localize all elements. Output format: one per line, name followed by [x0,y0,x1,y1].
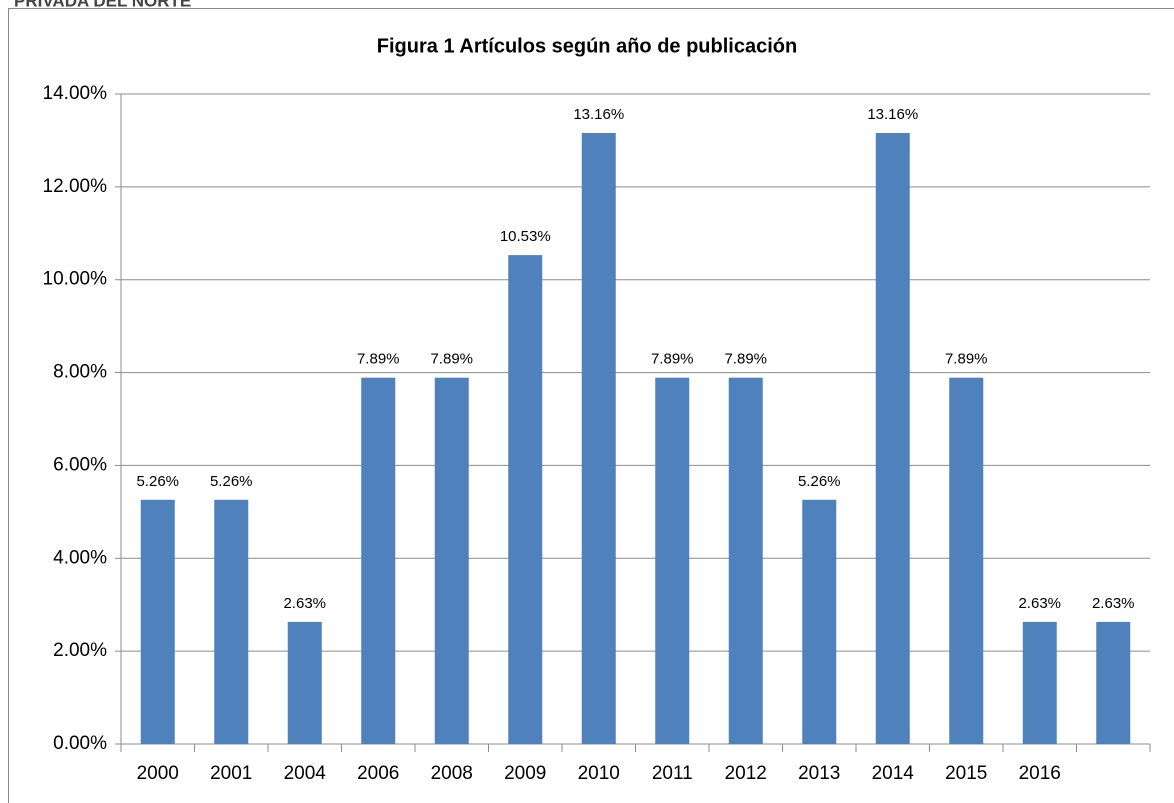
y-tick-label: 10.00% [43,269,108,290]
x-tick-label: 2001 [210,763,252,784]
bar [581,133,616,744]
value-label: 7.89% [430,351,473,368]
y-tick-label: 0.00% [53,733,107,754]
bar [214,499,249,744]
x-tick-label: 2006 [357,763,399,784]
value-label: 2.63% [283,595,326,612]
y-tick-label: 12.00% [43,176,108,197]
bar [655,377,690,744]
x-tick-label: 2010 [578,763,620,784]
value-label: 2.63% [1018,595,1061,612]
y-tick-label: 4.00% [53,547,107,568]
x-tick-label: 2016 [1019,763,1061,784]
bar [287,621,322,744]
x-tick-label: 2011 [652,763,693,784]
value-label: 13.16% [867,106,918,123]
value-label: 2.63% [1092,595,1135,612]
value-label: 5.26% [210,473,253,490]
value-label: 7.89% [724,351,767,368]
value-label: 10.53% [500,228,551,245]
value-label: 7.89% [651,351,694,368]
bar [434,377,469,744]
y-tick-label: 2.00% [53,640,107,661]
x-tick-label: 2015 [945,763,987,784]
bar [728,377,763,744]
y-tick-label: 6.00% [53,454,107,475]
bar [875,133,910,744]
value-label: 13.16% [573,106,624,123]
bar [508,255,543,744]
chart-title: Figura 1 Artículos según año de publicac… [377,35,797,57]
bar [361,377,396,744]
header-text: PRIVADA DEL NORTE [14,0,191,10]
bar [1096,621,1131,744]
value-label: 7.89% [945,351,988,368]
x-tick-label: 2009 [504,763,546,784]
value-label: 7.89% [357,351,400,368]
bar [140,499,175,744]
x-tick-label: 2013 [798,763,840,784]
value-label: 5.26% [798,473,841,490]
value-label: 5.26% [136,473,179,490]
bar [1022,621,1057,744]
y-tick-label: 14.00% [43,83,108,104]
x-tick-label: 2008 [431,763,473,784]
x-tick-label: 2004 [284,763,327,784]
bar [802,499,837,744]
y-tick-label: 8.00% [53,362,107,383]
x-tick-label: 2012 [725,763,767,784]
x-tick-label: 2014 [872,763,915,784]
x-tick-label: 2000 [137,763,179,784]
bar [949,377,984,744]
